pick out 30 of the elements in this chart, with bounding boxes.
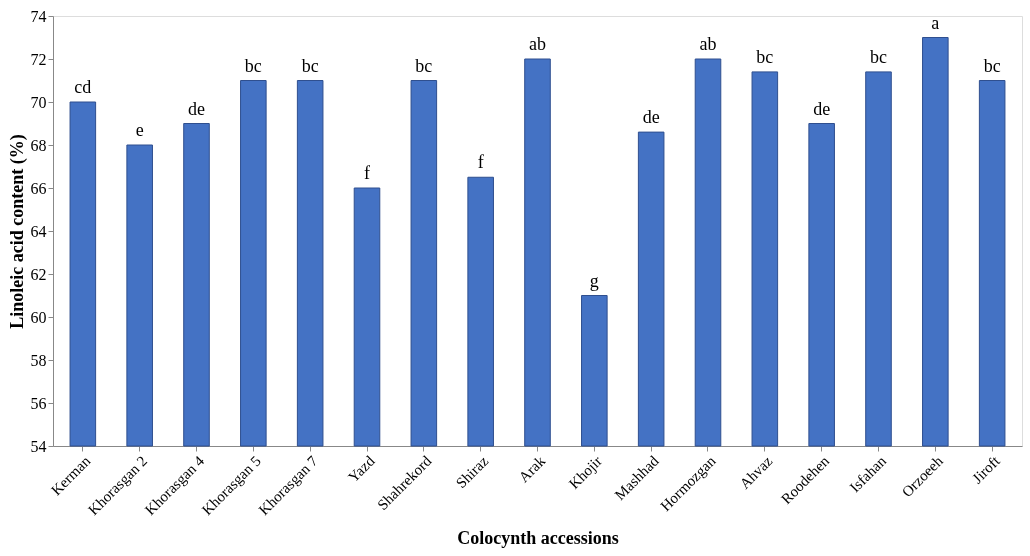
annotation: ab xyxy=(529,34,546,54)
annotation: de xyxy=(188,98,205,119)
y-tick-label: 70 xyxy=(30,93,47,111)
y-tick-label: 66 xyxy=(30,179,47,197)
annotation: bc xyxy=(301,55,319,76)
annotation: bc xyxy=(870,46,887,67)
y-tick-label: 62 xyxy=(30,265,47,283)
y-tick-label: 58 xyxy=(30,351,47,369)
y-tick-label: 56 xyxy=(30,394,47,412)
annotation: de xyxy=(642,107,660,128)
annotation: de xyxy=(813,98,831,119)
y-tick-label: 68 xyxy=(30,136,47,154)
annotation: f xyxy=(477,152,484,173)
y-tick-label: 72 xyxy=(30,50,47,68)
y-tick-label: 54 xyxy=(30,437,47,455)
x-axis-title: Colocynth accessions xyxy=(457,528,619,549)
annotation: a xyxy=(931,12,940,33)
annotation: f xyxy=(364,163,370,183)
annotation: g xyxy=(589,270,599,291)
y-axis-title: Linoleic acid content (%) xyxy=(6,134,28,329)
annotation: e xyxy=(135,120,144,140)
annotation: cd xyxy=(74,77,92,97)
annotation: bc xyxy=(244,55,262,76)
y-tick-label: 64 xyxy=(30,222,47,240)
annotation: ab xyxy=(699,34,717,54)
annotation: bc xyxy=(983,55,1001,76)
annotation: bc xyxy=(415,55,433,76)
y-tick-label: 74 xyxy=(30,7,47,25)
annotation: bc xyxy=(756,46,774,67)
y-tick-label: 60 xyxy=(30,308,47,326)
